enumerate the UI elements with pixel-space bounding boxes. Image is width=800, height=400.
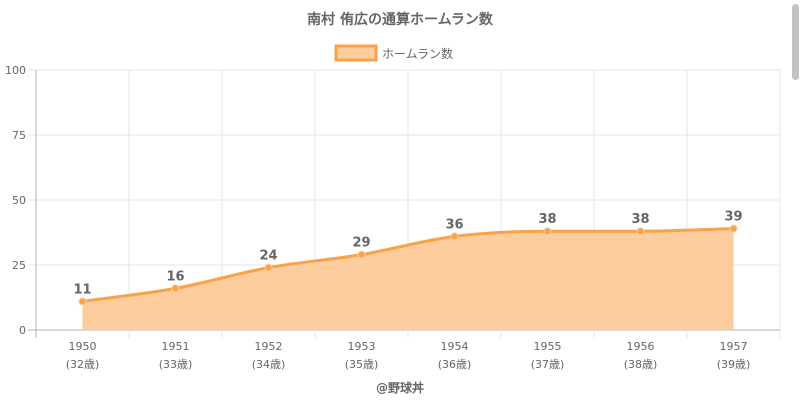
data-label: 24 xyxy=(259,249,277,264)
data-point xyxy=(543,227,552,236)
y-tick-label: 25 xyxy=(12,259,26,272)
x-tick-sublabel: (34歳) xyxy=(252,358,286,371)
data-label: 29 xyxy=(352,236,370,251)
data-point xyxy=(78,297,87,306)
y-tick-label: 50 xyxy=(12,194,26,207)
legend-swatch xyxy=(334,44,378,62)
data-point xyxy=(264,263,273,272)
x-tick-sublabel: (36歳) xyxy=(438,358,472,371)
data-label: 11 xyxy=(73,282,91,297)
y-tick-label: 100 xyxy=(5,64,26,77)
data-point xyxy=(450,232,459,241)
y-tick-label: 75 xyxy=(12,129,26,142)
credit: @野球丼 xyxy=(376,380,424,395)
x-tick-label: 1950 xyxy=(69,340,97,353)
x-tick-sublabel: (35歳) xyxy=(345,358,379,371)
x-axis: 1950 (32歳) 1951 (33歳) 1952 (34歳) 1953 (35歳) 1954… xyxy=(66,340,751,371)
data-point xyxy=(357,250,366,259)
legend[interactable]: ホームラン数 xyxy=(334,44,453,62)
scrollbar-thumb[interactable] xyxy=(792,4,799,80)
scrollbar[interactable] xyxy=(790,0,800,400)
data-label: 38 xyxy=(538,212,556,227)
data-label: 16 xyxy=(166,269,184,284)
x-tick-label: 1954 xyxy=(441,340,469,353)
data-points xyxy=(78,224,738,306)
x-tick-sublabel: (32歳) xyxy=(66,358,100,371)
grid xyxy=(28,69,781,338)
x-tick-label: 1957 xyxy=(720,340,748,353)
data-labels: 11 16 24 29 36 38 38 39 xyxy=(73,210,742,298)
data-point xyxy=(729,224,738,233)
chart-title: 南村 侑広の通算ホームラン数 xyxy=(307,11,494,28)
legend-label: ホームラン数 xyxy=(382,46,453,61)
x-tick-label: 1955 xyxy=(534,340,562,353)
data-label: 38 xyxy=(631,212,649,227)
data-point xyxy=(171,284,180,293)
x-tick-sublabel: (38歳) xyxy=(624,358,658,371)
y-axis: 0 25 50 75 100 xyxy=(5,64,26,337)
x-tick-label: 1951 xyxy=(162,340,190,353)
data-point xyxy=(636,227,645,236)
data-label: 39 xyxy=(724,210,742,225)
x-tick-sublabel: (37歳) xyxy=(531,358,565,371)
x-tick-label: 1952 xyxy=(255,340,283,353)
x-tick-sublabel: (33歳) xyxy=(159,358,193,371)
area-fill xyxy=(82,228,734,330)
series-line xyxy=(82,227,734,303)
x-tick-label: 1956 xyxy=(627,340,655,353)
x-tick-sublabel: (39歳) xyxy=(717,358,751,371)
y-tick-label: 0 xyxy=(19,324,26,337)
x-tick-label: 1953 xyxy=(348,340,376,353)
data-label: 36 xyxy=(445,217,463,232)
